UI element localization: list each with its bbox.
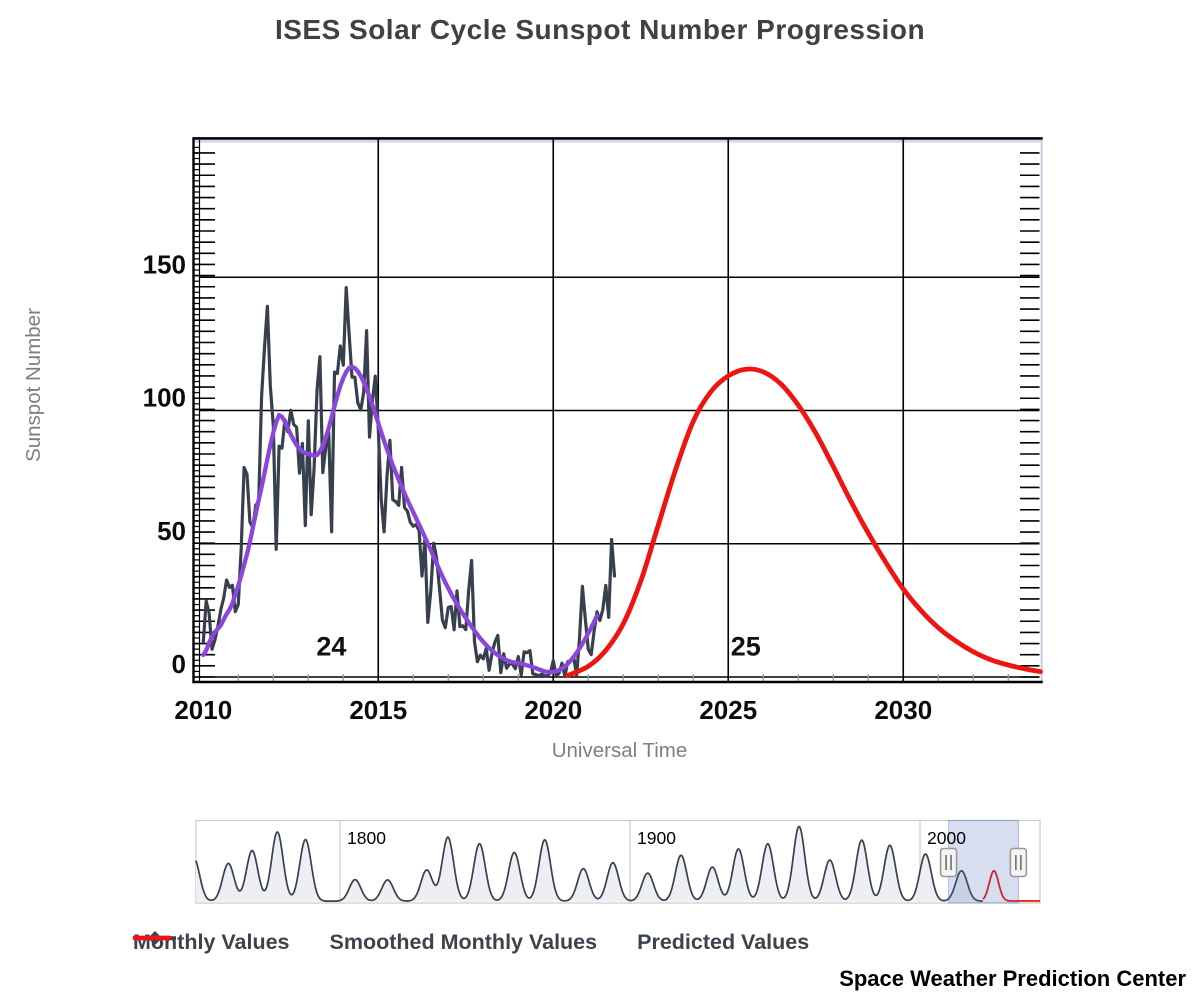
predicted-values-line[interactable] bbox=[564, 366, 1043, 679]
series bbox=[201, 286, 1043, 679]
main-plot: 24 25 0 50 100 150 2010 2015 2020 2025 2030 Sunspot… bbox=[22, 137, 1043, 762]
predicted-series-icon bbox=[133, 935, 171, 941]
cycle-label-24: 24 bbox=[316, 631, 346, 661]
navigator-selection[interactable] bbox=[948, 820, 1019, 904]
cycle-label-25: 25 bbox=[731, 631, 761, 661]
x-tick-label: 2015 bbox=[349, 695, 407, 725]
x-tick-label: 2030 bbox=[874, 695, 932, 725]
monthly-values-line[interactable] bbox=[201, 286, 617, 679]
scroll-track-top bbox=[193, 140, 1043, 143]
legend-item-smoothed[interactable]: Smoothed Monthly Values bbox=[133, 930, 598, 955]
gridlines bbox=[199, 138, 1040, 682]
x-tick-label: 2020 bbox=[524, 695, 582, 725]
legend-label-monthly: Monthly Values bbox=[133, 930, 290, 954]
scroll-track-right bbox=[1040, 140, 1043, 683]
navigator-tick-label: 1900 bbox=[637, 828, 676, 848]
navigator-tick-label: 1800 bbox=[347, 828, 386, 848]
navigator-tick-label: 2000 bbox=[927, 828, 966, 848]
y-tick-label: 100 bbox=[143, 383, 186, 413]
credit-text: Space Weather Prediction Center bbox=[839, 966, 1186, 991]
legend-label-smoothed: Smoothed Monthly Values bbox=[329, 930, 598, 954]
navigator[interactable]: 1800 1900 2000 bbox=[195, 819, 1041, 904]
navigator-right-handle[interactable] bbox=[1009, 847, 1028, 878]
plot-borders bbox=[192, 137, 1043, 684]
y-tick-label: 50 bbox=[157, 516, 186, 546]
navigator-series-line bbox=[195, 825, 983, 903]
chart-legend: Monthly Values Smoothed Monthly Values P… bbox=[133, 930, 809, 955]
legend-item-predicted[interactable]: Predicted Values bbox=[133, 930, 810, 955]
smoothed-values-line[interactable] bbox=[201, 364, 600, 675]
y-tick-label: 0 bbox=[172, 649, 186, 679]
y-tick-label: 150 bbox=[143, 249, 186, 279]
y-axis-title: Sunspot Number bbox=[22, 308, 45, 462]
navigator-predicted-line bbox=[982, 870, 1040, 902]
navigator-left-handle[interactable] bbox=[939, 847, 958, 878]
chart-title: ISES Solar Cycle Sunspot Number Progress… bbox=[274, 14, 926, 45]
legend-label-predicted: Predicted Values bbox=[637, 930, 810, 954]
navigator-series-area bbox=[195, 826, 983, 902]
x-axis-title: Universal Time bbox=[552, 739, 688, 762]
x-tick-label: 2025 bbox=[699, 695, 757, 725]
x-tick-label: 2010 bbox=[174, 695, 232, 725]
